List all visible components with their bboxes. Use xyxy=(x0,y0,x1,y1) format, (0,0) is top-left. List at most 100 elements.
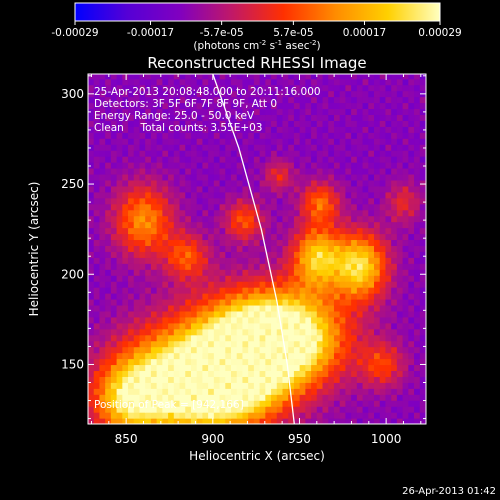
heatmap-cell xyxy=(259,316,266,324)
heatmap-cell xyxy=(208,400,215,407)
heatmap-cell xyxy=(276,352,284,360)
heatmap-cell xyxy=(419,102,426,110)
heatmap-cell xyxy=(253,412,261,419)
heatmap-cell xyxy=(173,269,181,276)
heatmap-cell xyxy=(185,352,192,360)
heatmap-cell xyxy=(116,281,123,288)
heatmap-cell xyxy=(351,269,358,276)
heatmap-cell xyxy=(368,251,375,258)
annotation-energy-range: Energy Range: 25.0 - 50.0 keV xyxy=(94,110,255,122)
heatmap-cell xyxy=(173,227,181,235)
heatmap-cell xyxy=(242,239,249,246)
heatmap-cell xyxy=(93,358,101,366)
heatmap-cell xyxy=(225,287,232,294)
heatmap-cell xyxy=(299,120,306,127)
heatmap-cell xyxy=(93,167,101,175)
heatmap-cell xyxy=(236,251,244,258)
heatmap-cell xyxy=(128,162,135,169)
heatmap-cell xyxy=(88,293,95,300)
heatmap-cell xyxy=(368,156,375,163)
heatmap-cell xyxy=(293,185,301,193)
heatmap-cell xyxy=(288,275,295,282)
heatmap-cell xyxy=(311,257,318,264)
heatmap-cell xyxy=(99,269,106,276)
heatmap-cell xyxy=(248,388,255,395)
heatmap-cell xyxy=(225,251,232,258)
heatmap-cell xyxy=(122,239,129,246)
heatmap-cell xyxy=(351,275,358,282)
heatmap-cell xyxy=(128,167,135,175)
heatmap-cell xyxy=(185,257,192,264)
heatmap-cell xyxy=(339,150,346,157)
heatmap-cell xyxy=(105,150,112,157)
heatmap-cell xyxy=(356,132,364,139)
heatmap-cell xyxy=(231,167,238,175)
heatmap-cell xyxy=(316,209,324,217)
heatmap-cell xyxy=(116,251,123,258)
heatmap-cell xyxy=(351,167,358,175)
heatmap-cell xyxy=(385,298,392,306)
heatmap-cell xyxy=(248,269,255,276)
heatmap-cell xyxy=(116,197,123,205)
heatmap-cell xyxy=(316,275,324,282)
heatmap-cell xyxy=(139,78,146,86)
heatmap-cell xyxy=(185,382,192,389)
heatmap-cell xyxy=(339,281,346,288)
heatmap-cell xyxy=(139,316,146,324)
heatmap-cell xyxy=(145,316,152,324)
heatmap-cell xyxy=(311,298,318,306)
heatmap-cell xyxy=(391,251,398,258)
heatmap-cell xyxy=(414,114,421,121)
heatmap-cell xyxy=(271,346,278,354)
heatmap-cell xyxy=(311,233,318,241)
heatmap-cell xyxy=(282,84,289,92)
heatmap-cell xyxy=(414,310,421,318)
heatmap-cell xyxy=(322,400,329,407)
heatmap-cell xyxy=(362,394,369,401)
heatmap-cell xyxy=(391,239,398,246)
heatmap-cell xyxy=(242,328,249,336)
heatmap-cell xyxy=(219,400,226,407)
colorbar-gradient xyxy=(74,2,441,22)
heatmap-cell xyxy=(328,239,335,246)
heatmap-cell xyxy=(414,328,421,336)
heatmap-cell xyxy=(276,298,284,306)
heatmap-cell xyxy=(202,78,209,86)
heatmap-cell xyxy=(231,156,238,163)
heatmap-cell xyxy=(299,346,306,354)
heatmap-cell xyxy=(145,215,152,223)
heatmap-cell xyxy=(322,108,329,116)
heatmap-cell xyxy=(242,382,249,389)
heatmap-cell xyxy=(299,191,306,199)
heatmap-cell xyxy=(293,150,301,157)
heatmap-cell xyxy=(414,233,421,241)
heatmap-cell xyxy=(225,382,232,389)
heatmap-cell xyxy=(253,382,261,389)
heatmap-cell xyxy=(225,108,232,116)
heatmap-cell xyxy=(356,394,364,401)
heatmap-cell xyxy=(293,316,301,324)
heatmap-cell xyxy=(139,96,146,104)
heatmap-cell xyxy=(150,322,158,330)
heatmap-cell xyxy=(236,197,244,205)
heatmap-cell xyxy=(356,364,364,372)
heatmap-cell xyxy=(156,173,163,181)
heatmap-cell xyxy=(368,382,375,389)
heatmap-cell xyxy=(396,412,404,419)
heatmap-cell xyxy=(168,108,175,116)
heatmap-cell xyxy=(139,74,146,80)
heatmap-cell xyxy=(105,120,112,127)
heatmap-cell xyxy=(339,215,346,223)
heatmap-cell xyxy=(150,412,158,419)
heatmap-cell xyxy=(374,108,381,116)
heatmap-cell xyxy=(276,251,284,258)
heatmap-cell xyxy=(139,328,146,336)
heatmap-cell xyxy=(145,293,152,300)
heatmap-cell xyxy=(162,132,169,139)
heatmap-cell xyxy=(396,245,404,252)
heatmap-cell xyxy=(288,90,295,98)
heatmap-cell xyxy=(156,269,163,276)
heatmap-cell xyxy=(231,96,238,104)
heatmap-cell xyxy=(190,239,198,246)
heatmap-cell xyxy=(316,126,324,133)
